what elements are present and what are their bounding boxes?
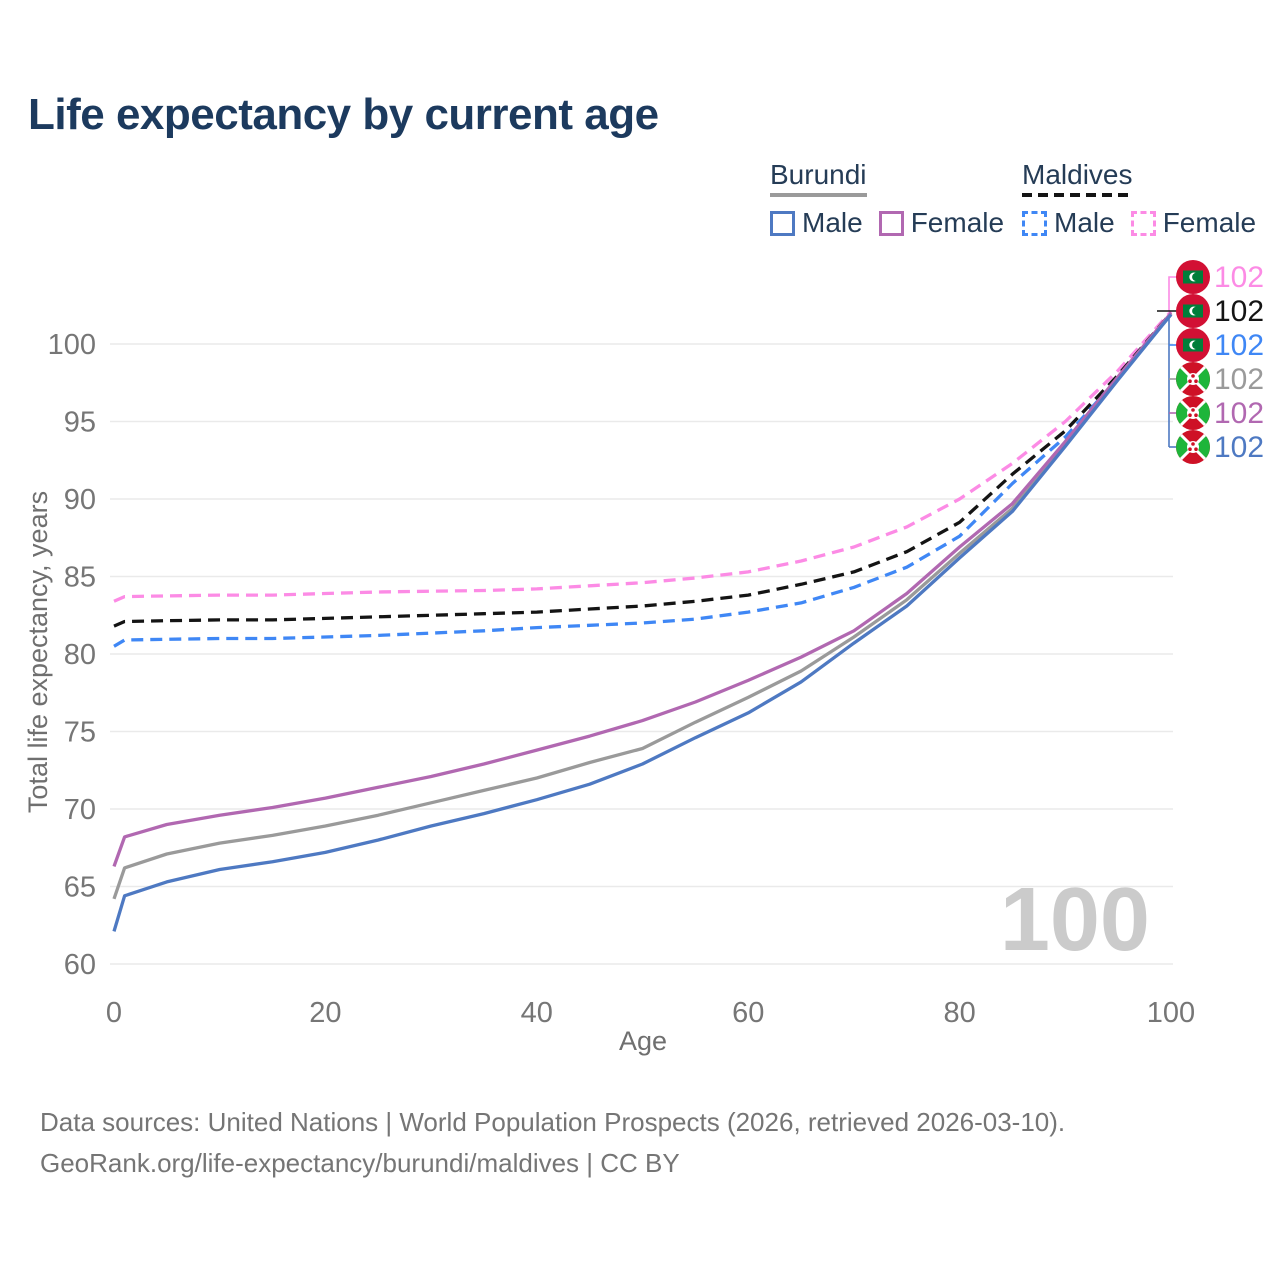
series-line-maldives-both-sexes (113, 311, 1173, 628)
legend-country-label: Maldives (1022, 159, 1133, 190)
legend-item-maldives-male: Male (1022, 207, 1115, 239)
end-value-label-burundi-male: 102 (1214, 431, 1264, 464)
legend-item-burundi-male: Male (770, 207, 863, 239)
end-value-label-burundi-female: 102 (1214, 397, 1264, 430)
burundi-flag-icon (1176, 430, 1210, 464)
y-tick-label-70: 70 (64, 794, 96, 826)
legend-item-maldives-female: Female (1130, 207, 1257, 239)
maldives-flag-icon (1176, 294, 1210, 328)
attribution-text: GeoRank.org/life-expectancy/burundi/mald… (40, 1148, 680, 1178)
y-tick-label-100: 100 (48, 329, 96, 361)
series-line-maldives-male (113, 313, 1173, 648)
legend-group-burundi: Burundi Male Female (770, 160, 1004, 239)
maldives-male-swatch-icon (1022, 210, 1047, 236)
x-tick-label-40: 40 (521, 997, 553, 1029)
maldives-flag-icon (1176, 260, 1210, 294)
y-tick-label-65: 65 (64, 872, 96, 904)
y-axis-title: Total life expectancy, years (23, 491, 53, 813)
legend-header-maldives: Maldives (1022, 159, 1133, 197)
legend-item-label: Female (1162, 207, 1257, 238)
burundi-flag-icon (1176, 362, 1210, 396)
x-tick-label-0: 0 (106, 997, 122, 1029)
y-tick-label-60: 60 (64, 949, 96, 981)
legend-line-style-dashed (1022, 193, 1133, 197)
legend-item-burundi-female: Female (878, 207, 1005, 239)
end-value-label-maldives-male: 102 (1214, 329, 1264, 362)
legend-row-maldives: Male Female (1022, 207, 1256, 239)
burundi-female-swatch-icon (878, 210, 904, 236)
maldives-flag-icon (1176, 328, 1210, 362)
legend-item-label: Female (910, 207, 1005, 238)
legend-item-label: Male (802, 207, 863, 238)
x-tick-label-80: 80 (943, 997, 975, 1029)
series-line-burundi-both-sexes (112, 313, 1173, 900)
series-line-burundi-male (112, 313, 1173, 932)
age-counter-watermark: 100 (1000, 870, 1150, 970)
burundi-male-swatch-icon (770, 210, 795, 236)
series-line-maldives-female (113, 310, 1173, 603)
legend-country-label: Burundi (770, 159, 867, 190)
data-sources-text: Data sources: United Nations | World Pop… (40, 1107, 1066, 1137)
legend-item-label: Male (1054, 207, 1115, 238)
y-tick-label-85: 85 (64, 562, 96, 594)
y-tick-label-75: 75 (64, 717, 96, 749)
maldives-female-swatch-icon (1130, 210, 1156, 236)
burundi-flag-icon (1176, 396, 1210, 430)
x-tick-label-60: 60 (732, 997, 764, 1029)
x-tick-label-100: 100 (1147, 997, 1195, 1029)
leader-line-maldives-female (1168, 276, 1177, 311)
legend-header-burundi: Burundi (770, 160, 867, 197)
page-title: Life expectancy by current age (28, 90, 659, 139)
legend-group-maldives: Maldives Male Female (1022, 160, 1256, 239)
legend-row-burundi: Male Female (770, 207, 1004, 239)
y-tick-label-80: 80 (64, 639, 96, 671)
end-value-label-burundi-both-sexes: 102 (1214, 363, 1264, 396)
y-tick-label-95: 95 (64, 407, 96, 439)
end-value-label-maldives-female: 102 (1214, 261, 1264, 294)
x-axis-title: Age (619, 1026, 667, 1056)
footer: Data sources: United Nations | World Pop… (40, 1102, 1065, 1184)
x-tick-label-20: 20 (309, 997, 341, 1029)
y-tick-label-90: 90 (64, 484, 96, 516)
series-line-burundi-female (112, 311, 1173, 867)
legend-line-style-solid (770, 193, 867, 197)
end-value-label-maldives-both-sexes: 102 (1214, 295, 1264, 328)
